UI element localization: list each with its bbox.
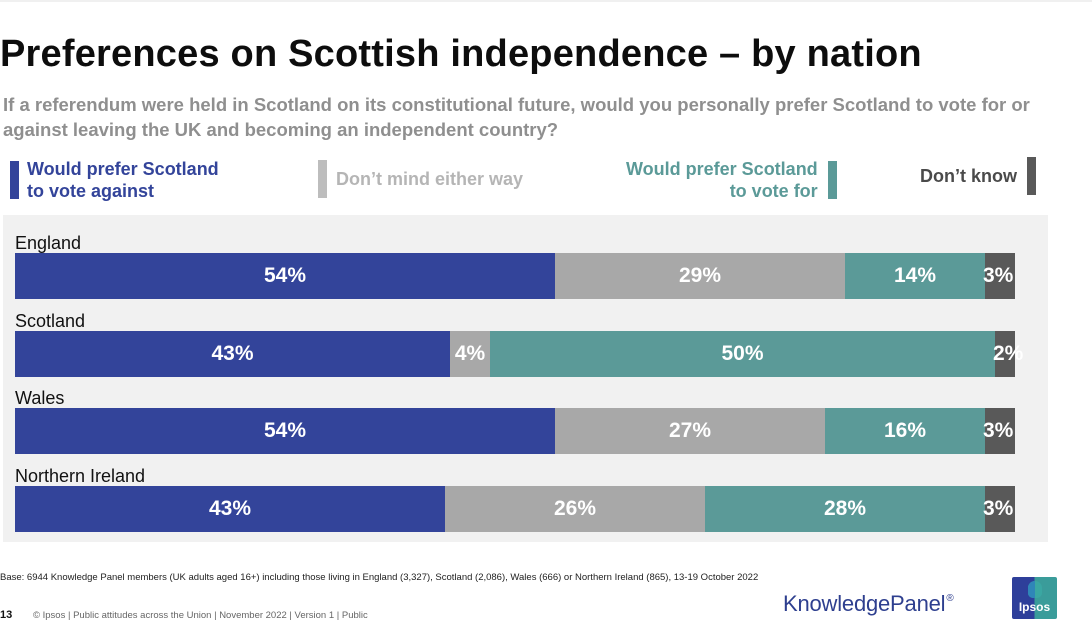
legend-label-dont-mind: Don’t mind either way	[336, 169, 524, 189]
top-divider	[0, 0, 1092, 2]
page-number: 13	[0, 609, 13, 621]
bar-segment-vote-for: 16%	[825, 408, 985, 454]
legend-swatch-vote-against	[10, 161, 19, 199]
legend-label-line2: to vote against	[27, 181, 155, 201]
base-note: Base: 6944 Knowledge Panel members (UK a…	[0, 572, 759, 583]
bar-segment-vote-for: 28%	[705, 486, 985, 532]
bar-segment-dont-mind: 27%	[555, 408, 825, 454]
data-label: 3%	[983, 419, 1014, 442]
stacked-bar: 43% 4% 50% 2%	[15, 331, 1023, 377]
legend-label-vote-against: Would prefer Scotland to vote against	[27, 158, 219, 202]
data-label: 26%	[553, 497, 597, 520]
legend-swatch-dont-mind	[318, 160, 327, 198]
bar-segment-vote-against: 43%	[15, 486, 445, 532]
data-label: 54%	[263, 264, 307, 287]
bar-segment-vote-against: 54%	[15, 408, 555, 454]
legend-label-dont-know: Don’t know	[920, 166, 1017, 186]
row-label: Northern Ireland	[15, 466, 146, 486]
data-label: 16%	[883, 419, 927, 442]
data-label: 29%	[678, 264, 722, 287]
data-label: 54%	[263, 419, 307, 442]
legend-item-dont-know: Don’t know	[920, 157, 1036, 195]
row-label: Wales	[15, 388, 65, 408]
legend-item-dont-mind: Don’t mind either way	[318, 160, 523, 198]
data-label: 2%	[993, 342, 1024, 365]
page-title: Preferences on Scottish independence – b…	[0, 33, 922, 75]
stacked-bar: 43% 26% 28% 3%	[15, 486, 1015, 532]
ipsos-wordmark: Ipsos	[1018, 600, 1051, 614]
row-label: England	[15, 233, 82, 253]
data-label: 28%	[823, 497, 867, 520]
legend-label-line1: Would prefer Scotland	[626, 159, 818, 179]
bar-segment-vote-for: 50%	[490, 331, 995, 377]
legend-label-vote-for: Would prefer Scotland to vote for	[626, 158, 818, 202]
stacked-bar: 54% 29% 14% 3%	[15, 253, 1015, 299]
bar-segment-vote-against: 43%	[15, 331, 450, 377]
ipsos-logo: Ipsos	[1012, 577, 1057, 619]
bar-segment-dont-know: 3%	[983, 408, 1015, 454]
bar-segment-dont-know: 3%	[983, 486, 1015, 532]
data-label: 3%	[983, 264, 1014, 287]
data-label: 14%	[893, 264, 937, 287]
legend-swatch-vote-for	[827, 161, 837, 199]
bar-segment-dont-know: 3%	[983, 253, 1015, 299]
stacked-bar: 54% 27% 16% 3%	[15, 408, 1015, 454]
data-label: 27%	[668, 419, 712, 442]
registered-mark: ®	[946, 593, 954, 604]
knowledgepanel-wordmark: KnowledgePanel	[783, 591, 946, 616]
bar-segment-vote-against: 54%	[15, 253, 555, 299]
legend-label-line2: to vote for	[729, 181, 818, 201]
legend-item-vote-against: Would prefer Scotland to vote against	[10, 158, 219, 202]
question-subtitle: If a referendum were held in Scotland on…	[3, 94, 1030, 140]
bar-segment-dont-know: 2%	[993, 331, 1023, 377]
data-label: 50%	[721, 342, 764, 365]
bar-segment-dont-mind: 26%	[445, 486, 705, 532]
legend-item-vote-for: Would prefer Scotland to vote for	[626, 158, 837, 202]
bar-segment-dont-mind: 29%	[555, 253, 845, 299]
bar-segment-vote-for: 14%	[845, 253, 985, 299]
data-label: 4%	[454, 342, 486, 365]
data-label: 43%	[211, 342, 254, 365]
legend-label-line1: Would prefer Scotland	[27, 159, 219, 179]
row-label: Scotland	[15, 311, 86, 331]
legend-swatch-dont-know	[1027, 157, 1036, 195]
data-label: 43%	[208, 497, 252, 520]
knowledgepanel-logo: KnowledgePanel®	[783, 591, 954, 617]
bar-segment-dont-mind: 4%	[450, 331, 490, 377]
footer-copyright: © Ipsos | Public attitudes across the Un…	[33, 610, 368, 621]
data-label: 3%	[983, 497, 1014, 520]
chart-panel: England 54% 29% 14% 3% Scotland 43% 4% 5…	[3, 215, 1048, 542]
ipsos-head-shadow-icon	[1028, 581, 1035, 598]
